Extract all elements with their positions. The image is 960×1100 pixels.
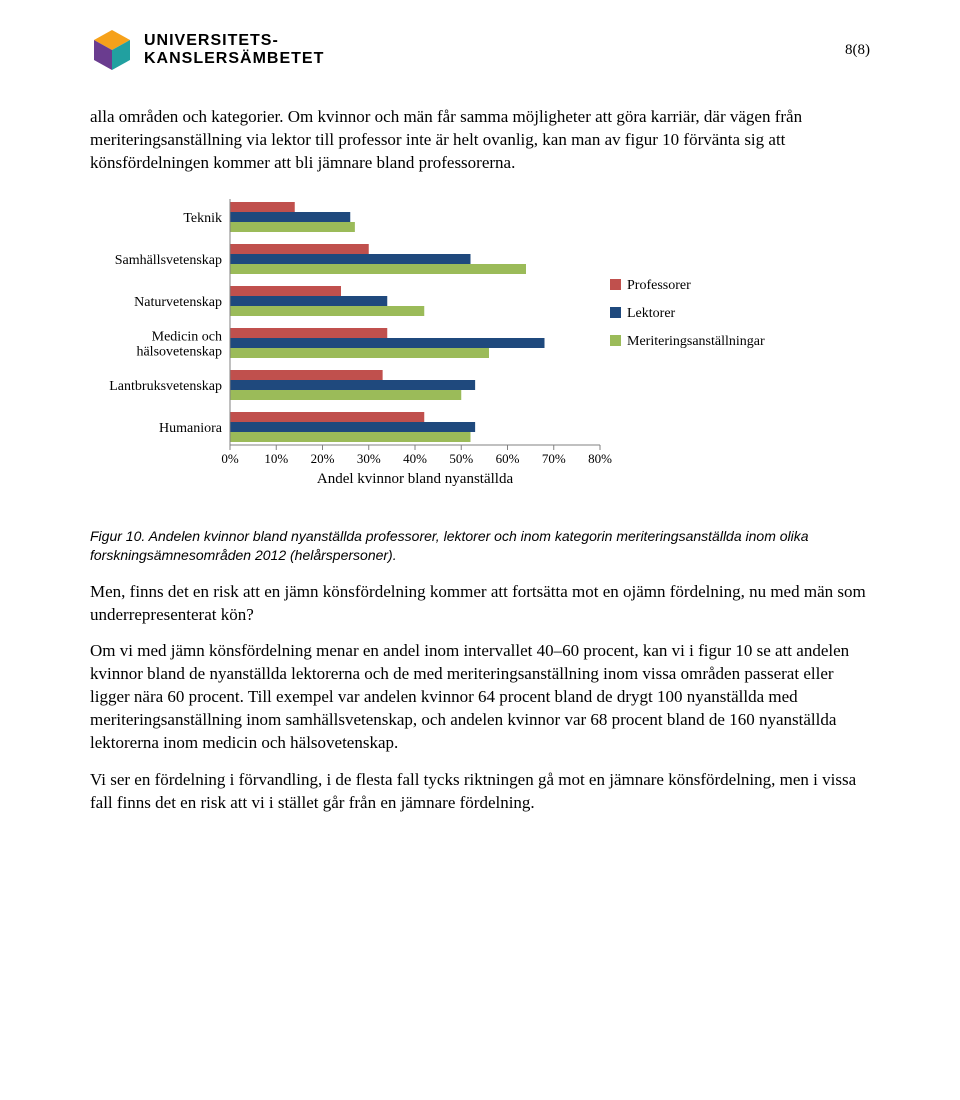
svg-text:Naturvetenskap: Naturvetenskap xyxy=(134,295,222,310)
svg-text:Lektorer: Lektorer xyxy=(627,306,676,321)
paragraph-1: alla områden och kategorier. Om kvinnor … xyxy=(90,106,870,175)
svg-text:Medicin och: Medicin och xyxy=(152,329,222,344)
svg-text:30%: 30% xyxy=(357,451,381,466)
svg-text:Humaniora: Humaniora xyxy=(159,421,223,436)
bar-chart: Teknik Samhällsvetenskap Naturvetenskap Med… xyxy=(90,189,770,519)
svg-text:Andel kvinnor bland nyanställd: Andel kvinnor bland nyanställda xyxy=(317,471,514,487)
svg-text:Meriteringsanställningar: Meriteringsanställningar xyxy=(627,334,765,349)
svg-text:hälsovetenskap: hälsovetenskap xyxy=(136,344,222,359)
svg-text:80%: 80% xyxy=(588,451,612,466)
svg-text:70%: 70% xyxy=(542,451,566,466)
svg-text:10%: 10% xyxy=(264,451,288,466)
figure-10: Teknik Samhällsvetenskap Naturvetenskap Med… xyxy=(90,189,870,519)
caption-prefix: Figur 10. xyxy=(90,528,149,544)
svg-text:Lantbruksvetenskap: Lantbruksvetenskap xyxy=(109,379,222,394)
svg-text:Professorer: Professorer xyxy=(627,278,691,293)
svg-text:60%: 60% xyxy=(496,451,520,466)
svg-text:0%: 0% xyxy=(221,451,239,466)
org-name-line1: UNIVERSITETS- xyxy=(144,32,279,49)
org-name: UNIVERSITETS- KANSLERSÄMBETET xyxy=(144,32,324,69)
paragraph-4: Vi ser en fördelning i förvandling, i de… xyxy=(90,769,870,815)
page-number: 8(8) xyxy=(845,42,870,59)
svg-text:50%: 50% xyxy=(449,451,473,466)
svg-text:Samhällsvetenskap: Samhällsvetenskap xyxy=(115,253,222,268)
org-name-line2: KANSLERSÄMBETET xyxy=(144,50,324,67)
svg-text:20%: 20% xyxy=(311,451,335,466)
org-logo: UNIVERSITETS- KANSLERSÄMBETET xyxy=(90,28,324,72)
svg-text:Teknik: Teknik xyxy=(183,211,222,226)
caption-text: Andelen kvinnor bland nyanställda profes… xyxy=(90,528,809,563)
page: UNIVERSITETS- KANSLERSÄMBETET 8(8) alla … xyxy=(0,0,960,879)
paragraph-3: Om vi med jämn könsfördelning menar en a… xyxy=(90,640,870,755)
figure-caption: Figur 10. Andelen kvinnor bland nyanstäl… xyxy=(90,527,870,565)
logo-cube-icon xyxy=(90,28,134,72)
page-header: UNIVERSITETS- KANSLERSÄMBETET 8(8) xyxy=(90,28,870,72)
paragraph-2: Men, finns det en risk att en jämn könsf… xyxy=(90,581,870,627)
svg-text:40%: 40% xyxy=(403,451,427,466)
